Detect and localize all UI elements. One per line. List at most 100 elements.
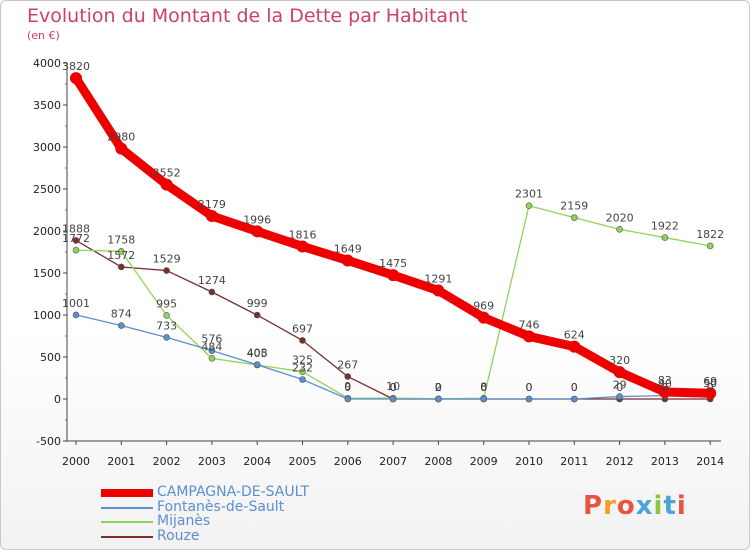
data-label: 697 [292, 322, 313, 335]
y-tick-label: 2500 [33, 183, 61, 196]
data-label: 2 [435, 381, 442, 394]
data-label: 0 [707, 381, 714, 394]
data-point [616, 226, 623, 233]
data-point [251, 225, 264, 238]
data-label: 746 [519, 318, 540, 331]
legend-swatch [101, 521, 153, 523]
data-point [570, 395, 578, 403]
data-label: 405 [247, 347, 268, 360]
data-point [208, 355, 216, 362]
data-label: 320 [609, 354, 630, 367]
data-label: 83 [658, 374, 672, 387]
data-point [163, 312, 170, 319]
data-label: 1475 [379, 257, 407, 270]
data-point [344, 395, 352, 403]
data-point [163, 334, 170, 341]
data-point [661, 234, 669, 241]
data-label: 0 [616, 381, 623, 394]
data-label: 325 [292, 354, 313, 367]
data-label: 1758 [107, 233, 135, 246]
data-point [299, 376, 306, 383]
data-label: 0 [390, 381, 397, 394]
line-chart: -500050010001500200025003000350040002000… [33, 57, 724, 468]
data-label: 2020 [606, 211, 634, 224]
data-label: 0 [526, 381, 533, 394]
data-label: 3820 [62, 60, 90, 73]
x-tick-label: 2006 [334, 455, 362, 468]
y-tick-label: -500 [36, 435, 61, 448]
y-tick-label: 500 [40, 351, 61, 364]
data-point [72, 311, 80, 319]
data-point [115, 142, 128, 155]
data-label: 0 [480, 381, 487, 394]
data-label: 0 [571, 381, 578, 394]
data-label: 1822 [696, 228, 724, 241]
data-label: 0 [390, 381, 397, 394]
data-point [387, 269, 400, 282]
y-tick-label: 1000 [33, 309, 61, 322]
legend-label: Fontanès-de-Sault [157, 498, 285, 515]
x-tick-label: 2009 [470, 455, 498, 468]
legend-swatch [101, 506, 153, 509]
data-point [613, 366, 626, 379]
legend-label: Mijanès [157, 513, 211, 529]
x-tick-label: 2000 [62, 455, 90, 468]
data-label: 0 [435, 381, 442, 394]
data-label: 0 [661, 381, 668, 394]
logo-letter: r [603, 491, 617, 521]
data-point [118, 263, 125, 271]
data-point [523, 330, 535, 343]
data-label: 10 [386, 380, 400, 393]
data-label: 1772 [62, 232, 90, 245]
data-label: 69 [703, 375, 717, 388]
data-label: 999 [247, 297, 268, 310]
data-label: 40 [658, 378, 672, 391]
data-label: 232 [292, 362, 313, 375]
data-point [341, 254, 354, 267]
data-label: 624 [564, 329, 585, 342]
chart-title: Evolution du Montant de la Dette par Hab… [27, 5, 468, 27]
data-point [435, 395, 442, 403]
data-point [72, 237, 80, 244]
data-point [525, 395, 533, 403]
data-label: 2159 [560, 200, 588, 213]
data-label: 576 [201, 333, 222, 346]
logo-letter: x [635, 491, 654, 521]
data-label: 1001 [62, 297, 90, 310]
proxiti-logo: Proxiti [583, 491, 687, 521]
data-point [658, 386, 671, 399]
data-point [296, 240, 309, 253]
x-tick-label: 2010 [515, 455, 543, 468]
data-point [570, 214, 578, 221]
data-point [118, 322, 125, 329]
data-point [299, 337, 306, 344]
data-point [299, 368, 306, 376]
data-label: 1996 [243, 213, 271, 226]
data-label: 1888 [62, 222, 90, 235]
y-tick-label: 3000 [33, 141, 61, 154]
legend-swatch [101, 489, 153, 497]
data-label: 2301 [515, 188, 543, 201]
data-label: 1572 [107, 249, 135, 262]
chart-subtitle: (en €) [27, 29, 60, 42]
x-tick-label: 2011 [560, 455, 588, 468]
data-point [616, 393, 623, 400]
series-line-CAMPAGNA-DE-SAULT [71, 73, 715, 398]
legend-label: Rouze [157, 527, 200, 544]
data-label: 1649 [334, 242, 362, 255]
data-label: 2179 [198, 198, 226, 211]
y-tick-label: 0 [54, 393, 61, 406]
data-point [477, 311, 490, 324]
data-point [160, 178, 173, 191]
logo-letter: t [663, 491, 677, 521]
data-label: 1274 [198, 274, 226, 287]
legend-label: CAMPAGNA-DE-SAULT [157, 484, 310, 500]
data-point [525, 202, 533, 210]
y-tick-label: 2000 [33, 225, 61, 238]
data-label: 2980 [107, 131, 135, 144]
data-label: 0 [435, 381, 442, 394]
data-label: 267 [337, 359, 358, 372]
data-label: 1291 [424, 273, 452, 286]
data-label: 0 [344, 381, 351, 394]
